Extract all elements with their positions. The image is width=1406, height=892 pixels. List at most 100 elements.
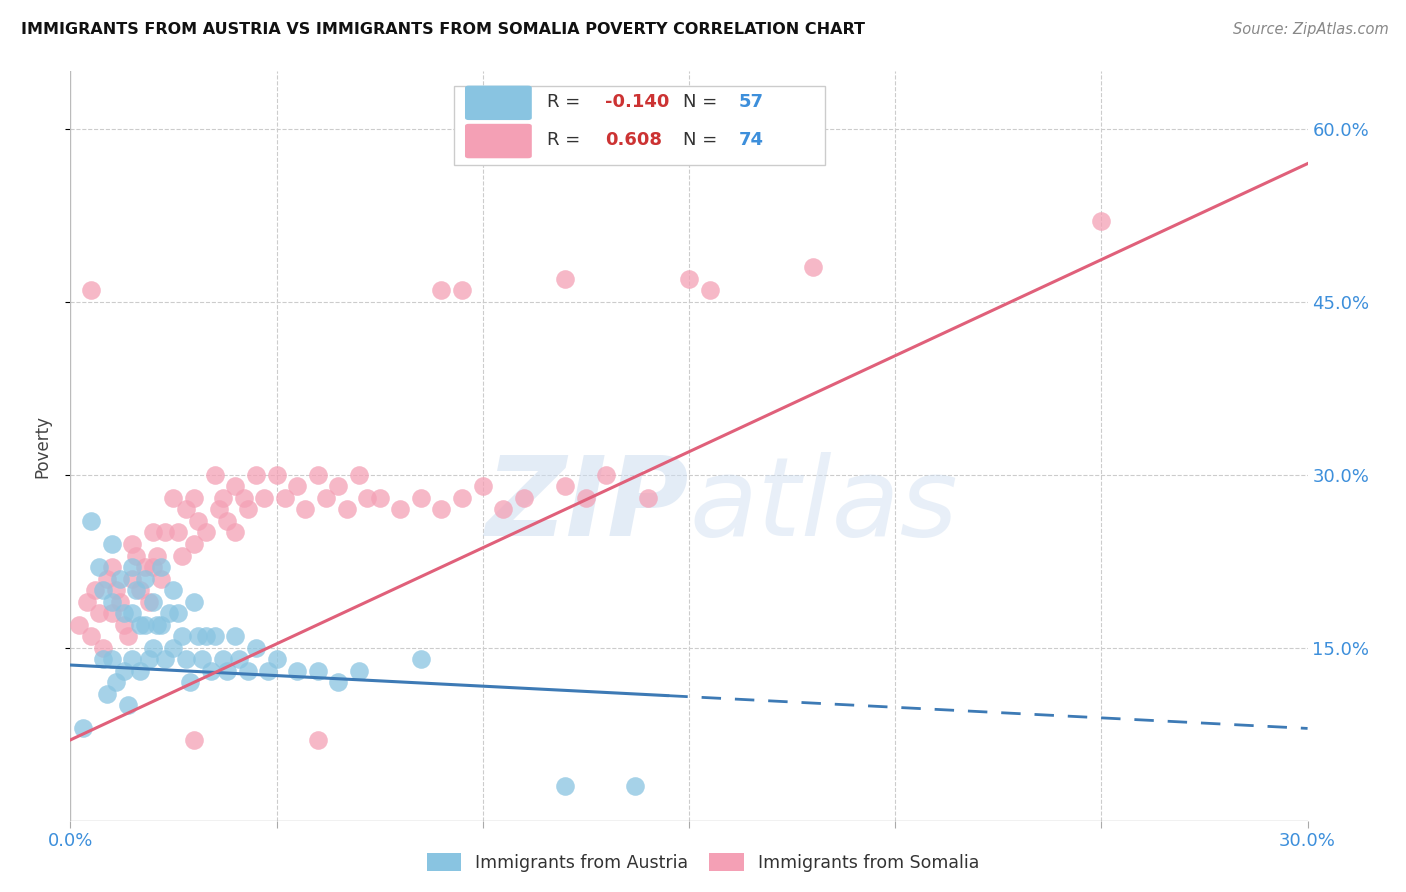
Text: 57: 57 — [738, 93, 763, 112]
Point — [409, 652, 432, 666]
Point — [146, 549, 169, 563]
Point — [96, 572, 118, 586]
Point — [153, 525, 176, 540]
Point — [513, 491, 536, 505]
Point — [170, 549, 193, 563]
Point — [328, 675, 350, 690]
FancyBboxPatch shape — [465, 86, 531, 120]
Text: R =: R = — [547, 131, 586, 149]
Point — [108, 572, 131, 586]
Point — [204, 629, 226, 643]
Point — [179, 675, 201, 690]
Point — [183, 594, 205, 608]
Point — [183, 491, 205, 505]
Point — [112, 664, 135, 678]
Point — [91, 583, 114, 598]
Point — [166, 525, 188, 540]
Point — [212, 652, 235, 666]
Point — [1090, 214, 1112, 228]
Point — [204, 467, 226, 482]
Point — [285, 479, 308, 493]
Point — [80, 284, 103, 298]
Point — [142, 560, 165, 574]
Point — [91, 640, 114, 655]
Point — [245, 467, 267, 482]
Point — [117, 629, 139, 643]
Point — [208, 502, 231, 516]
Point — [157, 606, 180, 620]
Point — [108, 594, 131, 608]
Point — [430, 284, 453, 298]
Point — [224, 629, 246, 643]
Point — [801, 260, 824, 275]
Point — [224, 525, 246, 540]
Point — [174, 502, 197, 516]
Point — [699, 284, 721, 298]
Point — [129, 617, 152, 632]
Point — [150, 617, 173, 632]
Point — [266, 467, 288, 482]
Point — [142, 594, 165, 608]
Point — [471, 479, 494, 493]
Point — [183, 537, 205, 551]
Point — [121, 606, 143, 620]
Point — [183, 733, 205, 747]
Point — [215, 664, 238, 678]
Point — [112, 617, 135, 632]
Point — [84, 583, 107, 598]
Point — [554, 479, 576, 493]
Point — [174, 652, 197, 666]
Point — [336, 502, 359, 516]
Point — [153, 652, 176, 666]
Point — [187, 514, 209, 528]
Point — [67, 617, 90, 632]
FancyBboxPatch shape — [465, 124, 531, 158]
Point — [121, 537, 143, 551]
Text: atlas: atlas — [689, 452, 957, 559]
Point — [253, 491, 276, 505]
Point — [451, 284, 474, 298]
Point — [138, 652, 160, 666]
Point — [117, 698, 139, 713]
Point — [162, 491, 184, 505]
Point — [104, 675, 127, 690]
Point — [121, 652, 143, 666]
Text: 74: 74 — [738, 131, 763, 149]
Point — [89, 606, 111, 620]
Point — [285, 664, 308, 678]
Point — [100, 606, 122, 620]
Text: Source: ZipAtlas.com: Source: ZipAtlas.com — [1233, 22, 1389, 37]
Point — [430, 502, 453, 516]
Point — [224, 479, 246, 493]
Point — [91, 652, 114, 666]
Point — [72, 722, 94, 736]
Point — [228, 652, 250, 666]
Point — [100, 560, 122, 574]
Point — [315, 491, 337, 505]
Point — [266, 652, 288, 666]
Point — [451, 491, 474, 505]
Point — [347, 664, 370, 678]
FancyBboxPatch shape — [454, 87, 825, 165]
Text: -0.140: -0.140 — [605, 93, 669, 112]
Text: IMMIGRANTS FROM AUSTRIA VS IMMIGRANTS FROM SOMALIA POVERTY CORRELATION CHART: IMMIGRANTS FROM AUSTRIA VS IMMIGRANTS FR… — [21, 22, 865, 37]
Point — [624, 779, 647, 793]
Point — [150, 572, 173, 586]
Text: R =: R = — [547, 93, 586, 112]
Point — [595, 467, 617, 482]
Point — [389, 502, 412, 516]
Point — [134, 572, 156, 586]
Point — [195, 629, 218, 643]
Point — [100, 652, 122, 666]
Point — [200, 664, 222, 678]
Point — [215, 514, 238, 528]
Point — [80, 629, 103, 643]
Point — [104, 583, 127, 598]
Point — [100, 537, 122, 551]
Point — [96, 687, 118, 701]
Point — [125, 583, 148, 598]
Point — [368, 491, 391, 505]
Point — [356, 491, 378, 505]
Point — [142, 640, 165, 655]
Point — [307, 664, 329, 678]
